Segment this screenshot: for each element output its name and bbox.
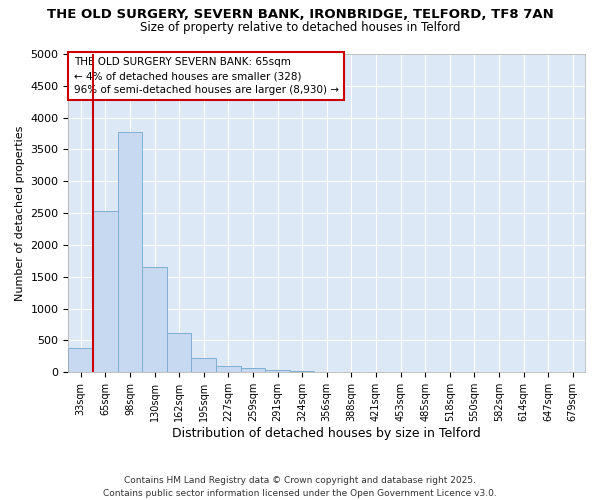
Bar <box>142 267 167 372</box>
Bar <box>216 366 241 372</box>
Bar <box>68 348 93 372</box>
Bar <box>241 368 265 372</box>
Bar <box>167 333 191 372</box>
Text: THE OLD SURGERY SEVERN BANK: 65sqm
← 4% of detached houses are smaller (328)
96%: THE OLD SURGERY SEVERN BANK: 65sqm ← 4% … <box>74 57 338 95</box>
Bar <box>118 132 142 372</box>
Y-axis label: Number of detached properties: Number of detached properties <box>15 126 25 301</box>
Text: Size of property relative to detached houses in Telford: Size of property relative to detached ho… <box>140 21 460 34</box>
Text: THE OLD SURGERY, SEVERN BANK, IRONBRIDGE, TELFORD, TF8 7AN: THE OLD SURGERY, SEVERN BANK, IRONBRIDGE… <box>47 8 553 20</box>
Text: Contains HM Land Registry data © Crown copyright and database right 2025.
Contai: Contains HM Land Registry data © Crown c… <box>103 476 497 498</box>
Bar <box>265 370 290 372</box>
Bar <box>93 210 118 372</box>
X-axis label: Distribution of detached houses by size in Telford: Distribution of detached houses by size … <box>172 427 481 440</box>
Bar <box>191 358 216 372</box>
